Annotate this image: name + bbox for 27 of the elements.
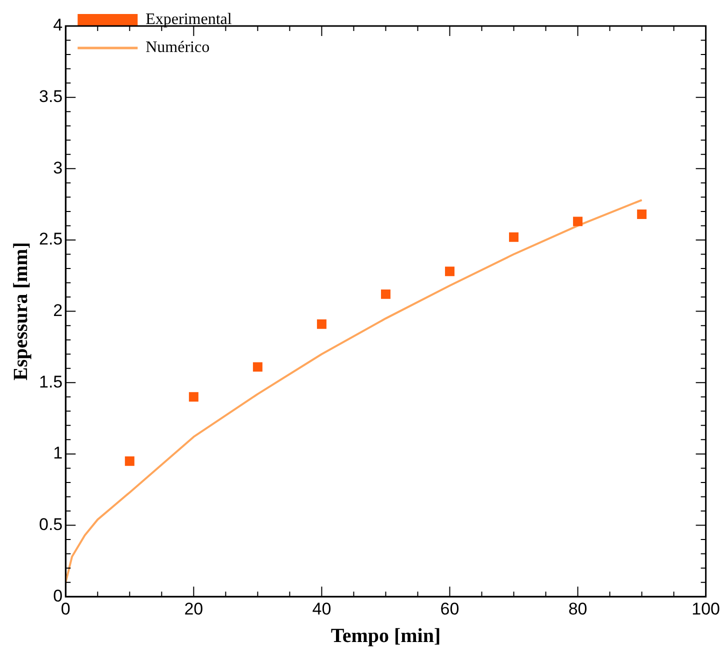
point	[637, 210, 647, 220]
y-tick-label: 0	[53, 586, 63, 606]
y-axis-title: Espessura [mm]	[10, 242, 32, 380]
y-tick-label: 0.5	[38, 514, 63, 534]
point	[380, 289, 390, 299]
point	[573, 216, 583, 226]
y-tick-label: 1.5	[38, 372, 63, 392]
y-tick-label: 1	[53, 444, 63, 463]
point	[188, 392, 198, 402]
point	[316, 319, 326, 329]
y-tick-label: 3	[53, 158, 63, 178]
legend-label: Numérico	[146, 39, 210, 56]
x-tick-label: 100	[692, 599, 720, 618]
x-tick-label: 80	[568, 599, 588, 618]
y-tick-label: 4	[53, 16, 63, 35]
point	[252, 362, 262, 372]
x-axis-title: Tempo [min]	[330, 625, 441, 648]
legend-label: Experimental	[146, 11, 232, 28]
point	[445, 266, 454, 276]
y-tick-label: 2	[53, 300, 63, 320]
x-tick-label: 20	[184, 599, 204, 618]
x-tick-label: 40	[312, 599, 332, 618]
point	[124, 456, 134, 466]
y-tick-label: 2.5	[38, 230, 63, 249]
x-tick-label: 60	[440, 599, 460, 618]
y-tick-label: 3.5	[38, 87, 63, 106]
point	[509, 232, 519, 242]
